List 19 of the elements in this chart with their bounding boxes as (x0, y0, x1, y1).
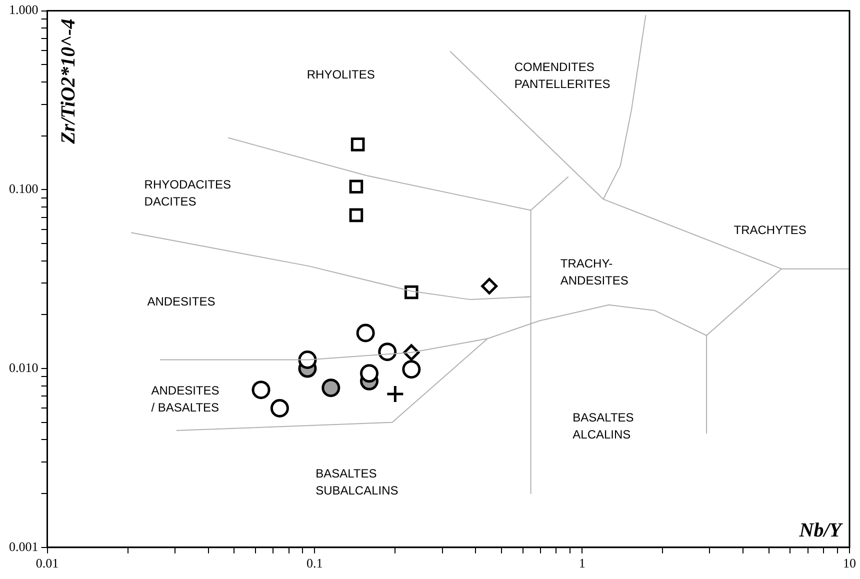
annotation: RHYODACITES DACITES (144, 178, 231, 209)
y-axis-title: Zr/TiO2*10^-4 (57, 18, 80, 145)
y-tick-label: 1.000 (9, 2, 38, 18)
annotation: ANDESITES (147, 294, 216, 308)
annotation: BASALTES SUBALCALINS (316, 466, 398, 498)
annotation: BASALTES ALCALINS (572, 410, 634, 442)
y-tick-label: 0.001 (9, 538, 38, 554)
x-tick-label: 1 (578, 556, 586, 571)
x-tick-label: 10 (843, 556, 856, 571)
x-tick-label: 0.01 (36, 556, 59, 571)
annotation: TRACHYTES (734, 223, 806, 238)
y-tick-label: 0.010 (9, 360, 38, 375)
annotation: COMENDITES PANTELLERITES (514, 60, 610, 92)
annotation: RHYOLITES (306, 68, 375, 82)
annotation: TRACHY- ANDESITES (560, 256, 628, 288)
x-tick-label: 0.1 (306, 556, 323, 571)
y-tick-label: 0.100 (9, 181, 38, 196)
annotation: ANDESITES / BASALTES (151, 384, 220, 415)
x-axis-title: Nb/Y (798, 520, 844, 542)
